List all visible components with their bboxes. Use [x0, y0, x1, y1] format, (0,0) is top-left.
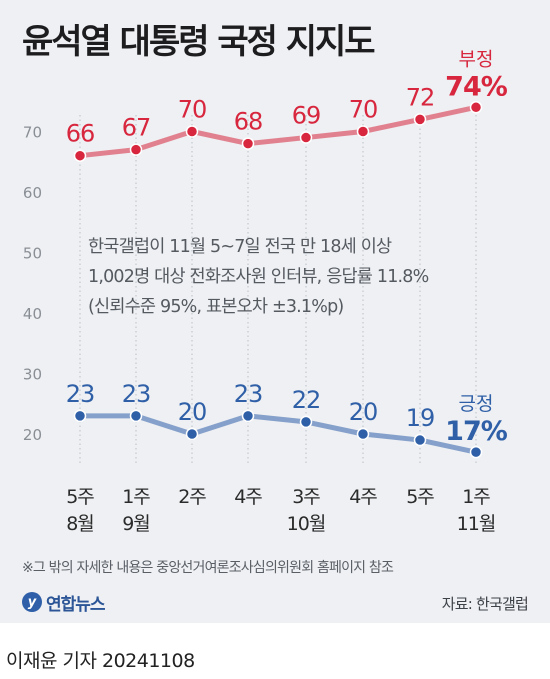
x-tick-label: 5주 [66, 486, 94, 508]
series-name-label: 긍정 [459, 393, 494, 415]
data-point [73, 409, 87, 423]
x-tick-label: 5주 [406, 486, 434, 508]
y-tick-label: 20 [23, 426, 42, 444]
x-tick-label: 4주 [234, 486, 262, 508]
x-tick-label: 11월 [457, 513, 496, 535]
data-point [469, 445, 483, 459]
data-label: 17% [445, 416, 508, 447]
survey-note: 한국갤럽이 11월 5~7일 전국 만 18세 이상 1,002명 대상 전화조… [88, 232, 528, 322]
x-tick-label: 8월 [66, 513, 94, 535]
y-tick-label: 40 [23, 305, 42, 323]
data-label: 23 [234, 380, 263, 408]
survey-note-line: 1,002명 대상 전화조사원 인터뷰, 응답률 11.8% [88, 267, 429, 287]
data-point [129, 409, 143, 423]
data-label: 70 [349, 96, 378, 124]
data-label: 74% [445, 71, 508, 102]
infographic-card [0, 0, 550, 623]
y-tick-label: 70 [23, 124, 42, 142]
data-point [241, 409, 255, 423]
data-label: 66 [66, 120, 95, 148]
chart-title: 윤석열 대통령 국정 지지도 [22, 22, 376, 62]
data-label: 20 [349, 398, 378, 426]
x-tick-label: 2주 [178, 486, 206, 508]
data-label: 67 [122, 114, 151, 142]
yonhap-logo-text: 연합뉴스 [46, 594, 106, 615]
yonhap-logo-icon: y [22, 592, 42, 612]
y-tick-label: 60 [23, 184, 42, 202]
data-point [413, 113, 427, 126]
footnote: ※그 밖의 자세한 내용은 중앙선거여론조사심의위원회 홈페이지 참조 [22, 560, 394, 576]
data-label: 23 [122, 380, 151, 408]
survey-note-line: (신뢰수준 95%, 표본오차 ±3.1%p) [88, 297, 344, 317]
survey-note-line: 한국갤럽이 11월 5~7일 전국 만 18세 이상 [88, 237, 392, 257]
yonhap-logo: y 연합뉴스 [22, 589, 106, 615]
data-point [299, 415, 313, 429]
data-label: 69 [292, 102, 321, 130]
data-label: 20 [178, 398, 207, 426]
x-tick-label: 3주 [292, 486, 320, 508]
x-tick-label: 1주 [122, 486, 150, 508]
source-credit: 자료: 한국갤럽 [441, 595, 529, 613]
data-label: 70 [178, 96, 207, 124]
series-name-label: 부정 [459, 48, 494, 70]
data-label: 23 [66, 380, 95, 408]
data-point [185, 427, 199, 441]
data-label: 22 [292, 386, 321, 414]
data-point [129, 143, 143, 156]
y-tick-label: 50 [23, 245, 42, 263]
data-label: 72 [406, 83, 435, 111]
x-tick-label: 10월 [287, 513, 326, 535]
data-point [241, 137, 255, 150]
data-point [73, 149, 87, 162]
approval-line-chart: 20 30 40 50 60 70 5주 8월 1주 9월 2주 4주 3주 10월 4주 5주 1주 11월 66… [23, 48, 509, 535]
data-label: 19 [406, 404, 435, 432]
data-point [413, 433, 427, 447]
data-label: 68 [234, 108, 263, 136]
data-point [299, 131, 313, 144]
series-line [77, 413, 479, 455]
data-point [356, 125, 370, 138]
y-tick-label: 30 [23, 366, 42, 384]
x-tick-label: 4주 [349, 486, 377, 508]
data-point [356, 427, 370, 441]
x-tick-label: 9월 [122, 513, 150, 535]
x-tick-label: 1주 [462, 486, 490, 508]
series-line [77, 104, 479, 159]
data-point [185, 125, 199, 138]
reporter-byline: 이재윤 기자 20241108 [6, 650, 195, 672]
data-point [469, 101, 483, 114]
